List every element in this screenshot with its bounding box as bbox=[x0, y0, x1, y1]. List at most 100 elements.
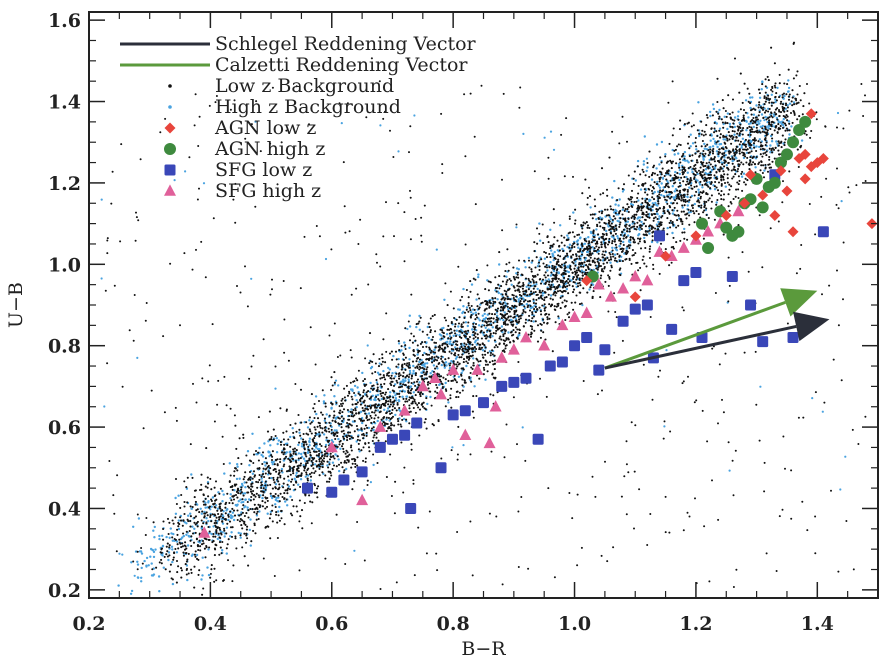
low-z-background-point bbox=[581, 227, 584, 230]
low-z-background-point bbox=[385, 475, 388, 479]
low-z-background-point bbox=[573, 222, 577, 225]
high-z-background-point bbox=[656, 204, 659, 207]
high-z-background-point bbox=[350, 408, 353, 411]
low-z-background-point bbox=[283, 497, 286, 500]
high-z-background-point bbox=[231, 511, 234, 514]
low-z-background-point bbox=[244, 523, 247, 526]
low-z-background-point bbox=[332, 431, 335, 434]
low-z-background-point bbox=[428, 326, 431, 329]
low-z-background-point bbox=[764, 100, 767, 103]
low-z-background-point bbox=[330, 432, 333, 435]
low-z-background-point bbox=[760, 164, 763, 167]
high-z-background-point bbox=[334, 417, 338, 420]
low-z-background-point bbox=[315, 491, 318, 494]
high-z-background-point bbox=[353, 549, 356, 552]
high-z-background-point bbox=[749, 106, 752, 110]
high-z-background-point bbox=[366, 344, 369, 347]
low-z-background-point bbox=[554, 321, 557, 324]
low-z-background-point bbox=[657, 208, 660, 211]
low-z-background-point bbox=[770, 111, 773, 114]
low-z-background-point bbox=[771, 147, 774, 150]
low-z-background-point bbox=[665, 199, 668, 202]
low-z-background-point bbox=[391, 415, 395, 418]
high-z-background-point bbox=[781, 123, 785, 127]
low-z-background-point bbox=[611, 240, 614, 243]
low-z-background-point bbox=[271, 450, 274, 453]
low-z-background-point bbox=[354, 403, 357, 406]
high-z-background-point bbox=[683, 227, 686, 231]
high-z-background-point bbox=[429, 372, 432, 375]
low-z-background-point bbox=[322, 460, 326, 463]
high-z-background-point bbox=[709, 139, 712, 142]
low-z-background-point bbox=[364, 442, 367, 445]
low-z-background-point bbox=[518, 328, 521, 331]
low-z-background-point bbox=[437, 356, 440, 359]
low-z-background-point bbox=[468, 306, 471, 310]
low-z-background-point bbox=[701, 139, 704, 143]
high-z-background-point bbox=[369, 481, 372, 484]
low-z-background-point bbox=[697, 212, 700, 216]
high-z-background-point bbox=[761, 124, 764, 128]
low-z-background-point bbox=[698, 204, 701, 207]
high-z-background-point bbox=[681, 206, 684, 209]
high-z-background-point bbox=[322, 400, 326, 403]
low-z-background-point bbox=[164, 568, 167, 571]
low-z-background-point bbox=[311, 456, 314, 459]
low-z-background-point bbox=[257, 481, 260, 484]
low-z-background-point bbox=[722, 178, 725, 181]
high-z-background-point bbox=[656, 180, 659, 184]
high-z-background-point bbox=[661, 177, 665, 180]
low-z-background-point bbox=[594, 264, 597, 267]
low-z-background-point bbox=[486, 370, 489, 373]
low-z-background-point bbox=[533, 308, 536, 311]
low-z-background-point bbox=[417, 363, 420, 366]
low-z-background-point bbox=[317, 485, 320, 488]
low-z-background-point bbox=[365, 391, 368, 394]
high-z-background-point bbox=[539, 239, 542, 242]
high-z-background-point bbox=[515, 226, 518, 229]
low-z-background-point bbox=[747, 133, 750, 137]
high-z-background-point bbox=[404, 379, 407, 382]
low-z-background-point bbox=[729, 135, 732, 138]
low-z-background-point bbox=[210, 568, 213, 571]
low-z-background-point bbox=[486, 335, 489, 338]
low-z-background-point bbox=[534, 311, 537, 314]
low-z-background-point bbox=[253, 524, 256, 527]
low-z-background-point bbox=[630, 262, 633, 265]
high-z-background-point bbox=[639, 188, 643, 191]
low-z-background-point bbox=[480, 346, 484, 349]
low-z-background-point bbox=[505, 338, 508, 341]
high-z-background-point bbox=[502, 318, 505, 322]
low-z-background-point bbox=[246, 500, 249, 504]
high-z-background-point bbox=[674, 170, 677, 174]
high-z-background-point bbox=[704, 168, 708, 171]
high-z-background-point bbox=[496, 314, 499, 317]
high-z-background-point bbox=[258, 446, 261, 450]
low-z-background-point bbox=[404, 376, 407, 379]
high-z-background-point bbox=[355, 399, 358, 402]
low-z-background-point bbox=[358, 439, 361, 442]
low-z-background-point bbox=[593, 239, 596, 242]
low-z-background-point bbox=[250, 540, 253, 543]
low-z-background-point bbox=[291, 498, 294, 502]
high-z-background-point bbox=[477, 324, 481, 327]
low-z-background-point bbox=[241, 527, 244, 530]
low-z-background-point bbox=[489, 320, 493, 323]
low-z-background-point bbox=[358, 393, 362, 396]
high-z-background-point bbox=[740, 146, 743, 149]
low-z-background-point bbox=[262, 491, 265, 494]
low-z-background-point bbox=[715, 176, 718, 179]
high-z-background-point bbox=[443, 298, 446, 301]
low-z-background-point bbox=[174, 516, 177, 519]
low-z-background-point bbox=[687, 135, 691, 138]
low-z-background-point bbox=[310, 471, 313, 474]
low-z-background-point bbox=[431, 423, 434, 426]
low-z-background-point bbox=[194, 515, 198, 518]
low-z-background-point bbox=[528, 319, 531, 322]
low-z-background-point bbox=[765, 154, 768, 157]
low-z-background-point bbox=[249, 507, 252, 511]
low-z-background-point bbox=[262, 467, 265, 470]
low-z-background-point bbox=[759, 153, 762, 156]
low-z-background-point bbox=[394, 480, 397, 483]
low-z-background-point bbox=[710, 200, 713, 203]
